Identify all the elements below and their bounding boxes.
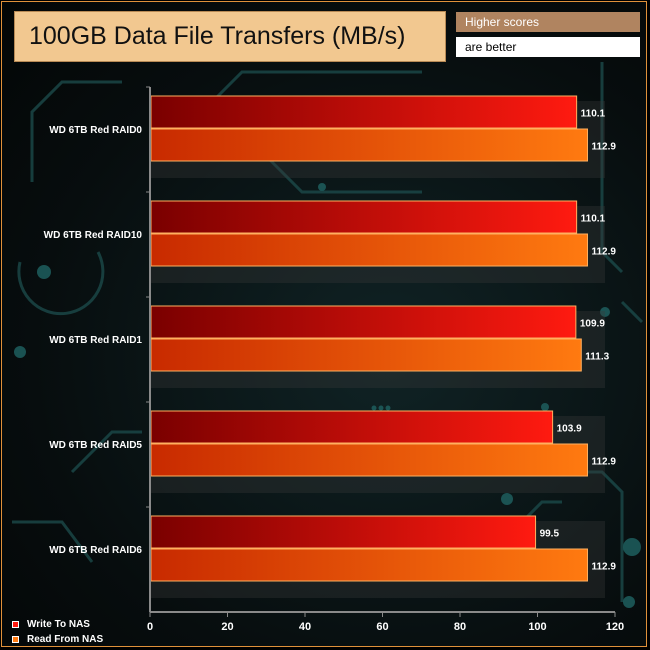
bar-write: [150, 410, 554, 444]
bar-write: [150, 200, 578, 234]
legend-item-read: Read From NAS: [12, 632, 104, 646]
value-label-write: 110.1: [581, 109, 606, 120]
bar-write: [150, 305, 577, 339]
chart-title: 100GB Data File Transfers (MB/s): [14, 11, 446, 62]
x-tick-label: 20: [221, 621, 233, 633]
value-label-write: 109.9: [580, 319, 605, 330]
value-label-read: 112.9: [591, 247, 616, 258]
x-tick-label: 0: [147, 621, 153, 633]
legend-item-write: Write To NAS: [12, 617, 103, 632]
legend: Write To NAS Read From NAS: [12, 617, 104, 646]
bar-read: [150, 233, 588, 267]
bar-write: [150, 515, 537, 549]
x-tick-label: 40: [299, 621, 311, 633]
value-label-write: 103.9: [557, 424, 582, 435]
legend-swatch-write: [12, 621, 19, 628]
bar-read: [150, 548, 588, 582]
higher-scores-note: Higher scores: [456, 12, 640, 32]
value-label-read: 112.9: [591, 562, 616, 573]
are-better-note: are better: [456, 37, 640, 57]
category-label: WD 6TB Red RAID6: [49, 545, 142, 556]
category-label: WD 6TB Red RAID1: [49, 335, 142, 346]
x-tick-label: 120: [606, 621, 624, 633]
x-tick-label: 100: [528, 621, 546, 633]
bar-read: [150, 128, 588, 162]
labels: 110.1 112.9 WD 6TB Red RAID0 110.1 112.9 WD 6…: [44, 109, 617, 573]
bars: [150, 95, 588, 582]
value-label-read: 112.9: [591, 142, 616, 153]
category-label: WD 6TB Red RAID5: [49, 440, 142, 451]
bar-read: [150, 338, 582, 372]
value-label-read: 111.3: [585, 352, 609, 363]
x-tick-label: 60: [376, 621, 388, 633]
x-axis: 0 20 40 60 80 100 120: [146, 86, 624, 633]
bar-read: [150, 443, 588, 477]
x-tick-label: 80: [454, 621, 466, 633]
category-label: WD 6TB Red RAID0: [49, 125, 142, 136]
value-label-read: 112.9: [591, 457, 616, 468]
legend-label-write: Write To NAS: [27, 619, 90, 630]
category-label: WD 6TB Red RAID10: [44, 230, 143, 241]
legend-swatch-read: [12, 636, 19, 643]
legend-label-read: Read From NAS: [27, 634, 104, 645]
value-label-write: 99.5: [540, 529, 560, 540]
bar-write: [150, 95, 578, 129]
value-label-write: 110.1: [581, 214, 606, 225]
